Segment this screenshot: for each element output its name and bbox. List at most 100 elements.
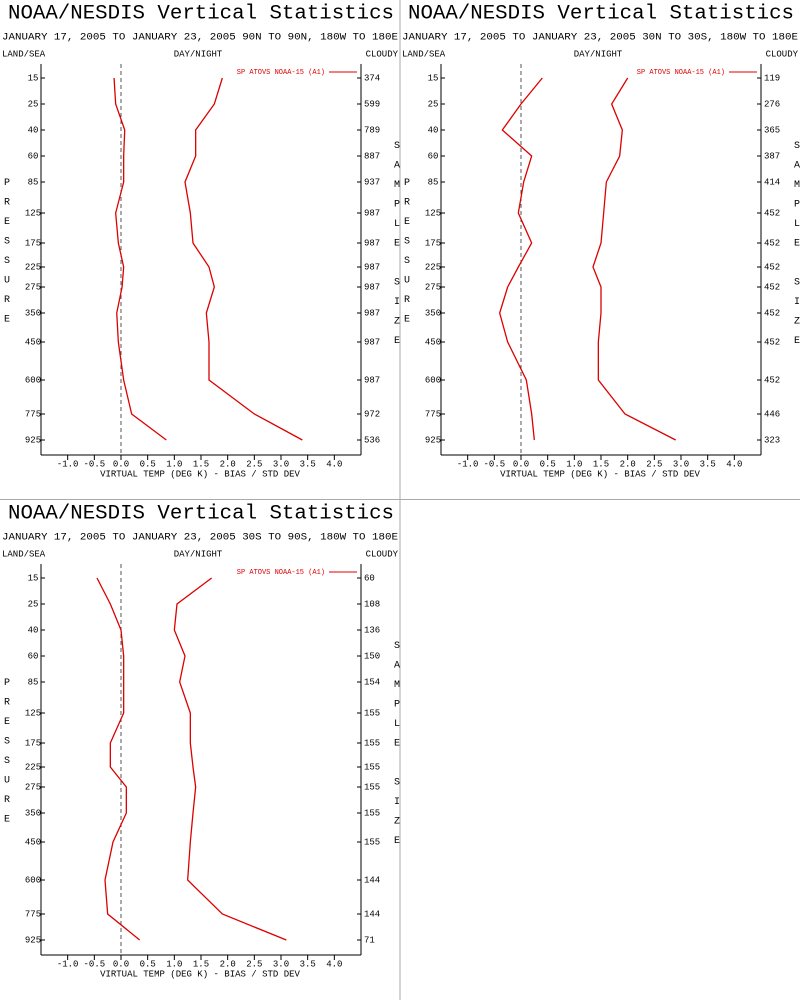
sample-size: 144 bbox=[364, 875, 380, 885]
pressure-label: 775 bbox=[425, 409, 441, 419]
x-tick-label: 2.0 bbox=[220, 459, 236, 469]
pressure-label: 600 bbox=[25, 375, 41, 385]
cloudy-label: CLOUDY bbox=[366, 549, 399, 559]
x-tick-label: 3.0 bbox=[673, 459, 689, 469]
pressure-label: 60 bbox=[28, 651, 39, 661]
profile-line bbox=[498, 77, 543, 441]
pressure-label: 125 bbox=[25, 708, 41, 718]
sample-size: 887 bbox=[364, 151, 380, 161]
pressure-label: 275 bbox=[25, 782, 41, 792]
pressure-label: 275 bbox=[25, 282, 41, 292]
y-axis-label: PRESSURE bbox=[2, 678, 13, 834]
x-tick-label: 4.0 bbox=[726, 459, 742, 469]
panel: NOAA/NESDIS Vertical Statistics JANUARY 1… bbox=[2, 502, 403, 979]
sample-size: 452 bbox=[764, 308, 780, 318]
x-tick-label: 1.5 bbox=[193, 459, 209, 469]
sample-size: 155 bbox=[364, 738, 380, 748]
legend-label: SP ATOVS NOAA-15 (A1) bbox=[237, 569, 325, 577]
pressure-label: 775 bbox=[25, 409, 41, 419]
sample-size: 452 bbox=[764, 238, 780, 248]
day-night-label: DAY/NIGHT bbox=[174, 549, 223, 559]
x-tick-label: 1.5 bbox=[593, 459, 609, 469]
land-sea-label: LAND/SEA bbox=[2, 49, 46, 59]
pressure-label: 350 bbox=[425, 308, 441, 318]
x-tick-label: 3.5 bbox=[300, 959, 316, 969]
pressure-label: 600 bbox=[25, 875, 41, 885]
pressure-label: 25 bbox=[428, 99, 439, 109]
land-sea-label: LAND/SEA bbox=[402, 49, 446, 59]
sample-size: 387 bbox=[764, 151, 780, 161]
x-tick-label: 3.0 bbox=[273, 459, 289, 469]
sample-size: 452 bbox=[764, 282, 780, 292]
x-tick-label: 0.5 bbox=[140, 459, 156, 469]
sample-size: 599 bbox=[364, 99, 380, 109]
panel-subtitle: JANUARY 17, 2005 TO JANUARY 23, 2005 90N… bbox=[2, 33, 398, 44]
y-axis-label: PRESSURE bbox=[402, 178, 413, 334]
x-tick-label: 0.0 bbox=[113, 459, 129, 469]
x-tick-label: 0.0 bbox=[513, 459, 529, 469]
x-tick-label: 3.5 bbox=[700, 459, 716, 469]
x-tick-label: 0.5 bbox=[540, 459, 556, 469]
pressure-label: 175 bbox=[425, 238, 441, 248]
panel-title: NOAA/NESDIS Vertical Statistics bbox=[8, 502, 394, 525]
sample-size: 155 bbox=[364, 762, 380, 772]
pressure-label: 85 bbox=[28, 677, 39, 687]
sample-size: 144 bbox=[364, 909, 380, 919]
pressure-label: 40 bbox=[28, 625, 39, 635]
pressure-label: 125 bbox=[425, 208, 441, 218]
legend-label: SP ATOVS NOAA-15 (A1) bbox=[237, 69, 325, 77]
sample-size: 987 bbox=[364, 337, 380, 347]
pressure-label: 225 bbox=[25, 762, 41, 772]
pressure-label: 925 bbox=[25, 435, 41, 445]
x-tick-label: -0.5 bbox=[84, 959, 106, 969]
pressure-label: 175 bbox=[25, 738, 41, 748]
cloudy-label: CLOUDY bbox=[366, 49, 399, 59]
pressure-label: 60 bbox=[28, 151, 39, 161]
day-night-label: DAY/NIGHT bbox=[174, 49, 223, 59]
sample-size: 937 bbox=[364, 177, 380, 187]
pressure-label: 275 bbox=[425, 282, 441, 292]
pressure-label: 225 bbox=[425, 262, 441, 272]
sample-size: 119 bbox=[764, 73, 780, 83]
panel-subtitle: JANUARY 17, 2005 TO JANUARY 23, 2005 30S… bbox=[2, 533, 398, 544]
x-tick-label: 2.5 bbox=[646, 459, 662, 469]
panel-title: NOAA/NESDIS Vertical Statistics bbox=[408, 2, 794, 25]
pressure-label: 125 bbox=[25, 208, 41, 218]
pressure-label: 15 bbox=[28, 573, 39, 583]
pressure-label: 450 bbox=[25, 337, 41, 347]
panel: NOAA/NESDIS Vertical Statistics JANUARY 1… bbox=[402, 2, 800, 479]
sample-size: 150 bbox=[364, 651, 380, 661]
sample-size: 446 bbox=[764, 409, 780, 419]
sample-size: 987 bbox=[364, 208, 380, 218]
x-tick-label: 2.5 bbox=[246, 959, 262, 969]
profile-line bbox=[173, 577, 287, 941]
sample-size: 155 bbox=[364, 782, 380, 792]
x-tick-label: 1.0 bbox=[166, 459, 182, 469]
x-tick-label: 1.5 bbox=[193, 959, 209, 969]
sample-size-label: SAMPLE SIZE bbox=[392, 641, 403, 856]
pressure-label: 15 bbox=[28, 73, 39, 83]
sample-size: 155 bbox=[364, 708, 380, 718]
sample-size: 365 bbox=[764, 125, 780, 135]
sample-size: 987 bbox=[364, 308, 380, 318]
sample-size: 987 bbox=[364, 282, 380, 292]
sample-size: 452 bbox=[764, 262, 780, 272]
pressure-label: 350 bbox=[25, 308, 41, 318]
sample-size: 452 bbox=[764, 375, 780, 385]
land-sea-label: LAND/SEA bbox=[2, 549, 46, 559]
x-tick-label: 0.5 bbox=[140, 959, 156, 969]
profile-line bbox=[592, 77, 676, 441]
pressure-label: 40 bbox=[428, 125, 439, 135]
sample-size: 60 bbox=[364, 573, 375, 583]
pressure-label: 775 bbox=[25, 909, 41, 919]
panel-title: NOAA/NESDIS Vertical Statistics bbox=[8, 2, 394, 25]
x-axis-label: VIRTUAL TEMP (DEG K) - BIAS / STD DEV bbox=[100, 469, 300, 479]
x-tick-label: 2.0 bbox=[220, 959, 236, 969]
x-tick-label: 4.0 bbox=[326, 459, 342, 469]
sample-size: 374 bbox=[364, 73, 380, 83]
sample-size-label: SAMPLE SIZE bbox=[392, 141, 403, 356]
pressure-label: 25 bbox=[28, 599, 39, 609]
legend-label: SP ATOVS NOAA-15 (A1) bbox=[637, 69, 725, 77]
